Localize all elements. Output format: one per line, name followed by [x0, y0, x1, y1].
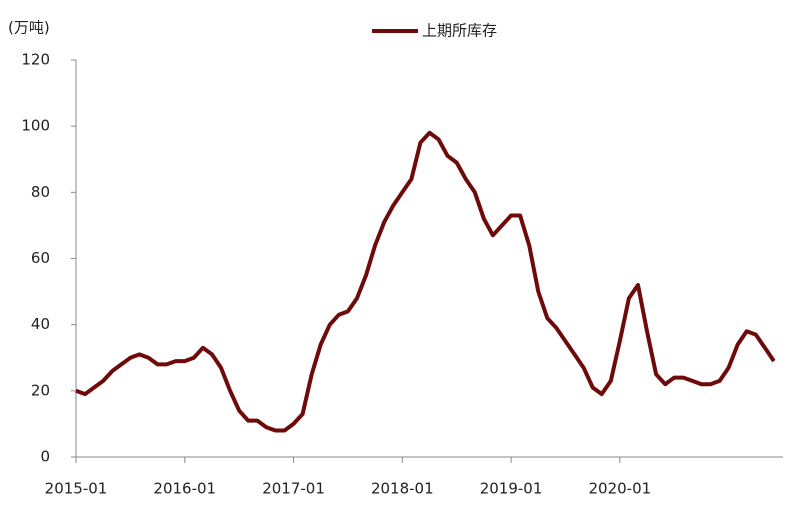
- y-axis-label: (万吨): [8, 19, 50, 37]
- y-tick-label: 20: [31, 381, 50, 399]
- y-tick-label: 80: [31, 183, 50, 201]
- y-tick-label: 0: [40, 448, 50, 466]
- x-tick-label: 2015-01: [45, 480, 108, 498]
- x-tick-label: 2019-01: [480, 480, 543, 498]
- y-tick-label: 120: [21, 51, 50, 69]
- x-tick-label: 2017-01: [262, 480, 325, 498]
- x-tick-label: 2016-01: [153, 480, 216, 498]
- y-tick-label: 40: [31, 315, 50, 333]
- series-line: [75, 130, 776, 433]
- legend-label: 上期所库存: [422, 22, 497, 40]
- x-tick-label: 2020-01: [589, 480, 652, 498]
- x-tick-label: 2018-01: [371, 480, 434, 498]
- y-tick-label: 100: [21, 117, 50, 135]
- y-tick-label: 60: [31, 249, 50, 267]
